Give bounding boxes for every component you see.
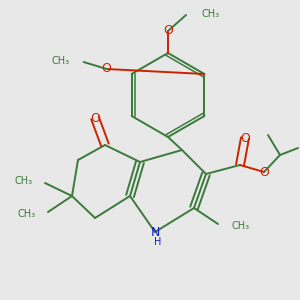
Text: O: O	[163, 25, 173, 38]
Text: O: O	[90, 112, 100, 124]
Text: CH₃: CH₃	[202, 9, 220, 19]
Text: CH₃: CH₃	[15, 176, 33, 186]
Text: CH₃: CH₃	[232, 221, 250, 231]
Text: CH₃: CH₃	[52, 56, 70, 66]
Text: O: O	[259, 166, 269, 178]
Text: CH₃: CH₃	[18, 209, 36, 219]
Text: O: O	[240, 131, 250, 145]
Text: N: N	[150, 226, 160, 238]
Text: H: H	[154, 237, 162, 247]
Text: O: O	[102, 62, 112, 76]
